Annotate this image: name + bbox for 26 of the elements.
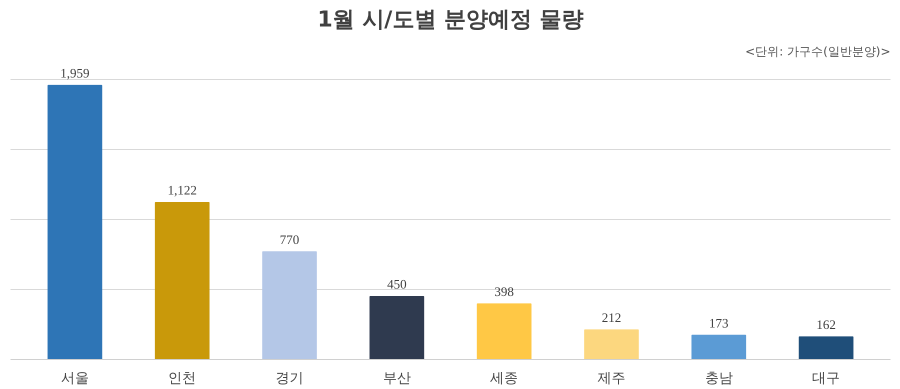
- bar: [691, 334, 746, 360]
- data-label: 398: [494, 284, 514, 299]
- bar: [262, 251, 317, 360]
- x-tick-label: 부산: [382, 370, 411, 386]
- bar: [154, 202, 210, 360]
- bar: [798, 336, 854, 360]
- bar: [584, 329, 639, 360]
- data-label: 1,959: [60, 65, 90, 80]
- x-tick-label: 경기: [276, 370, 304, 386]
- chart-title: 1월 시/도별 분양예정 물량: [317, 8, 584, 32]
- x-tick-label: 세종: [490, 370, 518, 386]
- data-label: 212: [602, 310, 622, 325]
- x-tick-label: 충남: [704, 370, 733, 386]
- bar: [476, 303, 532, 360]
- x-tick-label: 서울: [60, 370, 89, 386]
- bar: [48, 84, 102, 360]
- bar: [370, 296, 424, 360]
- data-label: 173: [709, 315, 729, 330]
- x-tick-label: 대구: [812, 370, 840, 386]
- data-label: 1,122: [168, 182, 197, 198]
- x-tick-label: 인천: [168, 370, 196, 386]
- data-label: 162: [816, 316, 836, 332]
- data-label: 770: [280, 232, 300, 247]
- data-label: 450: [387, 276, 407, 292]
- chart-subtitle: <단위: 가구수(일반분양)>: [745, 44, 891, 58]
- x-tick-label: 제주: [597, 370, 626, 386]
